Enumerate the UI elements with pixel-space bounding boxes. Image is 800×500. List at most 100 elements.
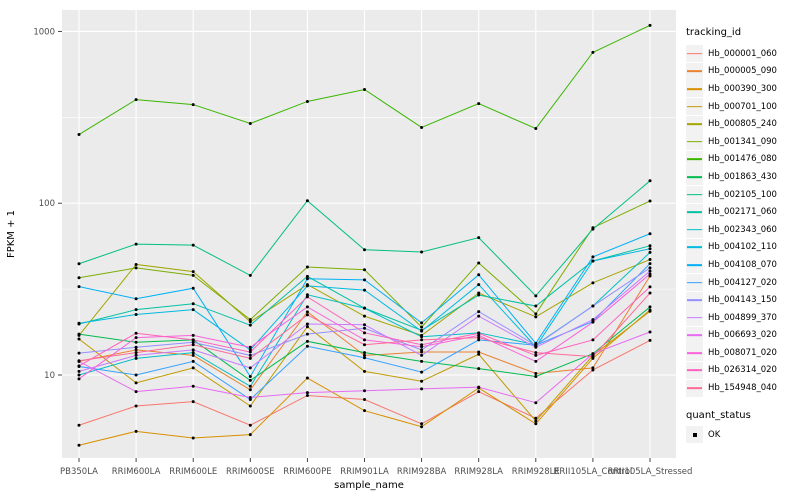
legend-key <box>686 98 703 116</box>
data-point <box>363 353 366 357</box>
data-point <box>77 377 81 381</box>
legend-line-icon <box>687 387 702 389</box>
legend-line-icon <box>687 176 702 178</box>
data-point <box>77 332 81 336</box>
data-point <box>191 338 195 342</box>
data-point <box>648 309 652 313</box>
data-point <box>191 273 195 277</box>
legend: tracking_id Hb_000001_060 Hb_000005_090 Hb… <box>686 27 798 444</box>
data-point <box>363 343 366 347</box>
data-point <box>591 320 595 324</box>
data-point <box>77 276 81 280</box>
data-point <box>477 338 481 342</box>
legend-item-label: Hb_006693_020 <box>708 330 777 341</box>
quant-legend-label: OK <box>708 429 721 440</box>
data-point <box>648 272 652 276</box>
data-point <box>305 322 309 326</box>
legend-key <box>686 168 703 186</box>
data-point <box>420 370 424 374</box>
data-point <box>191 243 195 247</box>
data-point <box>134 381 138 385</box>
data-point <box>591 366 595 370</box>
data-point <box>477 293 481 297</box>
legend-key <box>686 62 703 80</box>
data-point <box>363 338 366 342</box>
legend-line-icon <box>687 316 702 319</box>
data-point <box>77 423 81 427</box>
data-point <box>534 401 538 405</box>
data-point <box>134 242 138 246</box>
data-point <box>648 250 652 254</box>
data-point <box>305 332 309 336</box>
data-point <box>248 433 252 437</box>
legend-item: Hb_000805_240 <box>686 115 798 133</box>
data-point <box>305 293 309 297</box>
data-point <box>134 313 138 316</box>
data-point <box>305 325 309 329</box>
data-point <box>363 248 366 252</box>
data-point <box>191 366 195 370</box>
data-point <box>77 373 81 377</box>
data-point <box>77 133 81 137</box>
data-point <box>248 375 252 379</box>
legend-item: Hb_004127_020 <box>686 274 798 292</box>
data-point <box>363 331 366 335</box>
data-point <box>305 393 309 397</box>
data-point <box>591 50 595 54</box>
legend-item: Hb_000001_060 <box>686 45 798 63</box>
legend-item-label: Hb_008071_020 <box>708 347 777 358</box>
data-point <box>420 422 424 426</box>
legend-key <box>686 221 703 239</box>
data-point <box>534 359 538 363</box>
y-tick-label: 1000 <box>33 27 55 37</box>
data-point <box>134 353 138 357</box>
data-point <box>477 261 481 265</box>
x-tick-label: RRIM928LA <box>454 467 503 477</box>
data-point <box>591 304 595 308</box>
data-point <box>134 340 138 344</box>
data-point <box>305 310 309 314</box>
data-point <box>648 285 652 289</box>
data-point <box>248 273 252 277</box>
data-point <box>248 378 252 382</box>
legend-key <box>686 309 703 327</box>
legend-line-icon <box>687 123 702 126</box>
data-point <box>134 373 138 377</box>
data-point <box>248 320 252 324</box>
data-point <box>591 352 595 356</box>
data-point <box>134 404 138 408</box>
legend-line-icon <box>687 246 702 249</box>
data-point <box>420 387 424 391</box>
legend-item-label: Hb_000001_060 <box>708 48 777 59</box>
data-point <box>77 262 81 266</box>
data-point <box>648 338 652 342</box>
legend-item-label: Hb_001476_080 <box>708 154 777 165</box>
legend-item: Hb_001341_090 <box>686 133 798 151</box>
data-point <box>534 304 538 308</box>
data-point <box>191 340 195 344</box>
data-point <box>305 339 309 343</box>
data-point <box>534 353 538 357</box>
legend-item-label: Hb_004102_110 <box>708 242 777 253</box>
data-point <box>648 247 652 251</box>
data-point <box>248 388 252 392</box>
data-point <box>134 348 138 352</box>
data-point <box>534 127 538 131</box>
data-point <box>477 314 481 318</box>
legend-item: Hb_006693_020 <box>686 326 798 345</box>
legend-line-icon <box>687 140 702 143</box>
data-point <box>420 425 424 429</box>
data-point <box>420 353 424 357</box>
legend-item-label: Hb_001863_430 <box>708 171 777 182</box>
x-tick-label: RRIM901LA <box>340 467 389 477</box>
data-point <box>648 269 652 273</box>
legend-item-label: Hb_000805_240 <box>708 119 777 130</box>
legend-key <box>686 150 703 168</box>
data-point <box>534 422 538 426</box>
data-point <box>134 390 138 394</box>
legend-key <box>686 45 703 63</box>
x-tick-label: RRII105LA_Stressed <box>608 467 693 477</box>
legend-item: Hb_000390_300 <box>686 80 798 98</box>
data-point <box>77 337 81 341</box>
